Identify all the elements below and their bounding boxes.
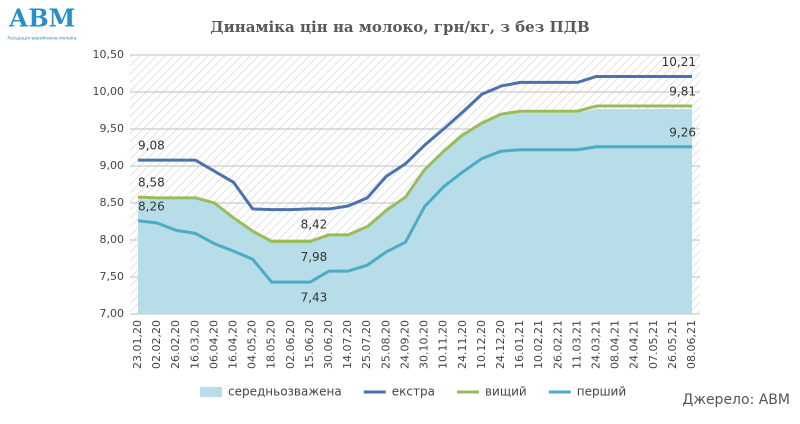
legend-label: перший	[577, 385, 626, 399]
data-label: 9,81	[669, 85, 696, 99]
y-tick-label: 10,00	[93, 85, 125, 98]
x-tick-label: 08.04,21	[609, 320, 622, 369]
x-tick-label: 24.11,20	[456, 320, 469, 369]
y-tick-label: 8,00	[100, 233, 125, 246]
y-tick-label: 10,50	[93, 48, 125, 61]
x-tick-label: 10.11,20	[437, 320, 450, 369]
x-tick-label: 08.06,21	[685, 320, 698, 369]
y-tick-label: 9,50	[100, 122, 125, 135]
x-tick-label: 26.05,21	[666, 320, 679, 369]
x-tick-label: 25.07,20	[360, 320, 373, 369]
x-tick-label: 24.04,21	[628, 320, 641, 369]
x-tick-label: 02.06,20	[284, 320, 297, 369]
y-tick-label: 7,50	[100, 270, 125, 283]
logo: АВМ	[9, 4, 75, 33]
data-label: 10,21	[662, 55, 696, 69]
x-tick-label: 14.07,20	[341, 320, 354, 369]
x-tick-label: 04.05,20	[246, 320, 259, 369]
x-tick-label: 02.02,20	[150, 320, 163, 369]
area	[138, 109, 692, 315]
x-tick-label: 23.01,20	[131, 320, 144, 369]
x-tick-label: 25.08,20	[379, 320, 392, 369]
line	[137, 145, 692, 284]
x-tick-label: 06.04,20	[207, 320, 220, 369]
x-tick-label: 30.10,20	[418, 320, 431, 369]
y-tick-label: 8,50	[100, 196, 125, 209]
x-tick-label: 30.06,20	[322, 320, 335, 369]
source: Джерело: АВМ	[682, 392, 790, 408]
data-label: 8,42	[301, 217, 328, 231]
x-tick-label: 24.12,20	[494, 320, 507, 369]
y-tick-label: 7,00	[100, 307, 125, 320]
legend-label: вищий	[485, 385, 527, 399]
x-tick-label: 24.09,20	[398, 320, 411, 369]
x-tick-label: 11.03,21	[570, 320, 583, 369]
x-tick-label: 15.06,20	[303, 320, 316, 369]
data-label: 7,98	[301, 250, 328, 264]
x-tick-label: 07.05,21	[647, 320, 660, 369]
x-tick-label: 24.03,21	[589, 320, 602, 369]
x-tick-label: 16.01,21	[513, 320, 526, 369]
data-label: 7,43	[301, 291, 328, 305]
legend-swatch	[200, 387, 222, 397]
x-tick-label: 18.05,20	[265, 320, 278, 369]
data-label: 8,58	[138, 176, 165, 190]
line	[138, 74, 692, 212]
data-label: 9,08	[138, 139, 165, 153]
chart-title: Динаміка цін на молоко, грн/кг, з без ПД…	[210, 18, 589, 36]
x-tick-label: 16.03,20	[188, 320, 201, 369]
x-tick-label: 10.12,20	[475, 320, 488, 369]
line	[137, 104, 692, 243]
data-label: 9,26	[669, 125, 696, 139]
y-tick-label: 9,00	[100, 159, 125, 172]
logo-subtitle: Асоціація виробників молока	[8, 36, 77, 42]
data-label: 8,26	[138, 199, 165, 213]
x-tick-label: 26.02,21	[551, 320, 564, 369]
legend-label: екстра	[392, 385, 435, 399]
legend-label: середньозважена	[228, 385, 342, 399]
x-tick-label: 10.02,21	[532, 320, 545, 369]
x-tick-label: 16.04,20	[227, 320, 240, 369]
x-tick-label: 26.02,20	[169, 320, 182, 369]
